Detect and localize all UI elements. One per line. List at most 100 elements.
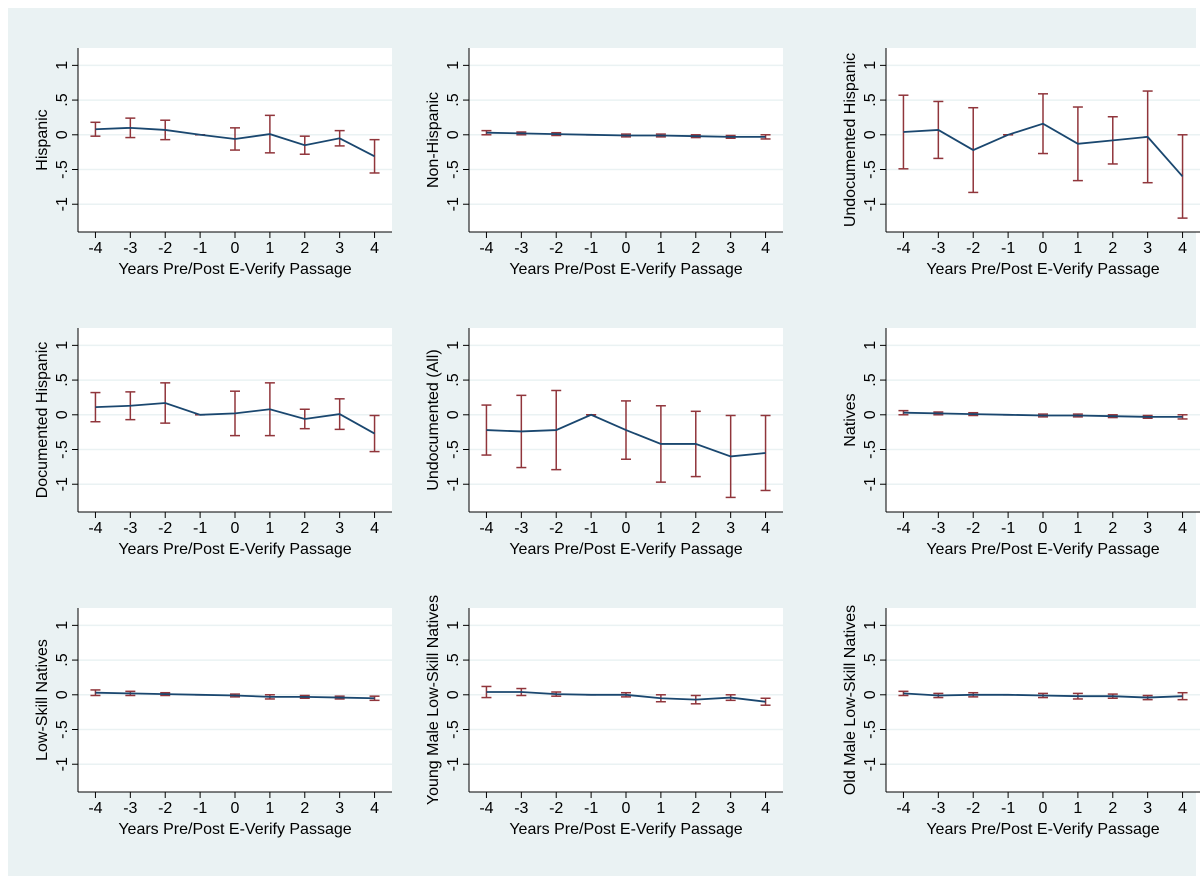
x-tick-label: 1 <box>265 520 274 537</box>
x-tick-label: -2 <box>549 520 563 537</box>
y-tick-label: -1 <box>445 757 462 771</box>
y-tick-label: -1 <box>54 197 71 211</box>
x-tick-label: -1 <box>193 520 207 537</box>
y-tick-label: -.5 <box>54 440 71 459</box>
x-axis-label: Years Pre/Post E-Verify Passage <box>118 261 351 278</box>
y-tick-label: 1 <box>862 341 879 350</box>
x-tick-label: 3 <box>726 800 735 817</box>
x-tick-label: 2 <box>691 520 700 537</box>
y-axis-label: Old Male Low-Skill Natives <box>842 605 859 795</box>
y-tick-label: -.5 <box>445 440 462 459</box>
y-tick-label: .5 <box>54 653 71 666</box>
x-tick-label: 1 <box>265 240 274 257</box>
y-tick-label: .5 <box>54 93 71 106</box>
y-tick-label: -1 <box>54 757 71 771</box>
x-tick-label: 4 <box>761 520 770 537</box>
x-tick-label: 0 <box>1039 520 1048 537</box>
y-axis-label: Documented Hispanic <box>34 342 51 499</box>
y-axis-label: Hispanic <box>34 109 51 170</box>
y-tick-label: .5 <box>445 373 462 386</box>
line <box>95 126 375 158</box>
x-tick-label: 3 <box>1143 240 1152 257</box>
y-tick-label: 1 <box>445 621 462 630</box>
y-axis-label: Young Male Low-Skill Natives <box>425 595 442 805</box>
x-tick-label: 0 <box>622 800 631 817</box>
y-tick-label: -.5 <box>862 440 879 459</box>
y-tick-label: 0 <box>445 130 462 139</box>
x-tick-label: -2 <box>549 240 563 257</box>
x-tick-label: 2 <box>1108 520 1117 537</box>
x-tick-label: 0 <box>622 520 631 537</box>
x-tick-label: 4 <box>761 800 770 817</box>
y-axis-label: Undocumented Hispanic <box>842 53 859 227</box>
x-tick-label: -4 <box>896 520 910 537</box>
y-tick-label: -1 <box>54 477 71 491</box>
x-tick-label: 4 <box>1178 240 1187 257</box>
x-tick-label: 3 <box>1143 800 1152 817</box>
y-tick-label: 0 <box>54 410 71 419</box>
x-tick-label: -3 <box>931 240 945 257</box>
y-tick-label: 1 <box>54 61 71 70</box>
x-tick-label: -3 <box>931 800 945 817</box>
y-tick-label: .5 <box>445 93 462 106</box>
x-tick-label: -1 <box>193 800 207 817</box>
x-tick-label: 4 <box>370 800 379 817</box>
x-tick-label: 0 <box>231 800 240 817</box>
x-tick-label: 3 <box>726 240 735 257</box>
x-tick-label: -2 <box>966 240 980 257</box>
x-axis-label: Years Pre/Post E-Verify Passage <box>926 261 1159 278</box>
y-tick-label: 1 <box>54 621 71 630</box>
y-tick-label: 0 <box>54 690 71 699</box>
x-tick-label: 3 <box>1143 520 1152 537</box>
y-tick-label: -.5 <box>445 160 462 179</box>
x-tick-label: -2 <box>549 800 563 817</box>
x-tick-label: 1 <box>1073 520 1082 537</box>
y-tick-label: 0 <box>862 410 879 419</box>
x-tick-label: -4 <box>479 800 493 817</box>
y-tick-label: 1 <box>445 341 462 350</box>
x-axis-label: Years Pre/Post E-Verify Passage <box>926 541 1159 558</box>
x-tick-label: -3 <box>123 800 137 817</box>
line <box>903 122 1184 178</box>
x-tick-label: -1 <box>584 520 598 537</box>
y-tick-label: -.5 <box>862 160 879 179</box>
y-tick-label: 0 <box>445 690 462 699</box>
x-tick-label: 0 <box>231 520 240 537</box>
y-axis-label: Low-Skill Natives <box>34 639 51 761</box>
plot-area <box>78 608 392 792</box>
x-tick-label: 0 <box>1039 800 1048 817</box>
x-tick-label: 4 <box>761 240 770 257</box>
y-tick-label: -1 <box>445 477 462 491</box>
x-tick-label: -1 <box>584 800 598 817</box>
x-tick-label: 3 <box>335 520 344 537</box>
x-axis-label: Years Pre/Post E-Verify Passage <box>118 541 351 558</box>
y-tick-label: -1 <box>862 197 879 211</box>
x-tick-label: 4 <box>1178 800 1187 817</box>
y-tick-label: -1 <box>445 197 462 211</box>
x-tick-label: 1 <box>656 520 665 537</box>
line <box>486 131 766 138</box>
x-tick-label: -2 <box>966 520 980 537</box>
x-tick-label: 0 <box>1039 240 1048 257</box>
x-tick-label: -4 <box>896 800 910 817</box>
x-tick-label: -1 <box>1001 240 1015 257</box>
y-tick-label: -1 <box>862 757 879 771</box>
y-tick-label: 1 <box>862 61 879 70</box>
x-tick-label: 2 <box>691 240 700 257</box>
x-tick-label: -4 <box>88 520 102 537</box>
x-tick-label: 4 <box>370 520 379 537</box>
plot-area <box>886 328 1200 512</box>
x-tick-label: 2 <box>300 240 309 257</box>
y-tick-label: 1 <box>445 61 462 70</box>
y-tick-label: -.5 <box>54 720 71 739</box>
y-tick-label: -.5 <box>54 160 71 179</box>
x-tick-label: -4 <box>479 240 493 257</box>
x-tick-label: 3 <box>335 800 344 817</box>
y-tick-label: 1 <box>862 621 879 630</box>
x-tick-label: 4 <box>1178 520 1187 537</box>
y-axis-label: Non-Hispanic <box>425 92 442 188</box>
x-tick-label: 4 <box>370 240 379 257</box>
x-tick-label: -2 <box>158 240 172 257</box>
y-tick-label: 0 <box>862 690 879 699</box>
